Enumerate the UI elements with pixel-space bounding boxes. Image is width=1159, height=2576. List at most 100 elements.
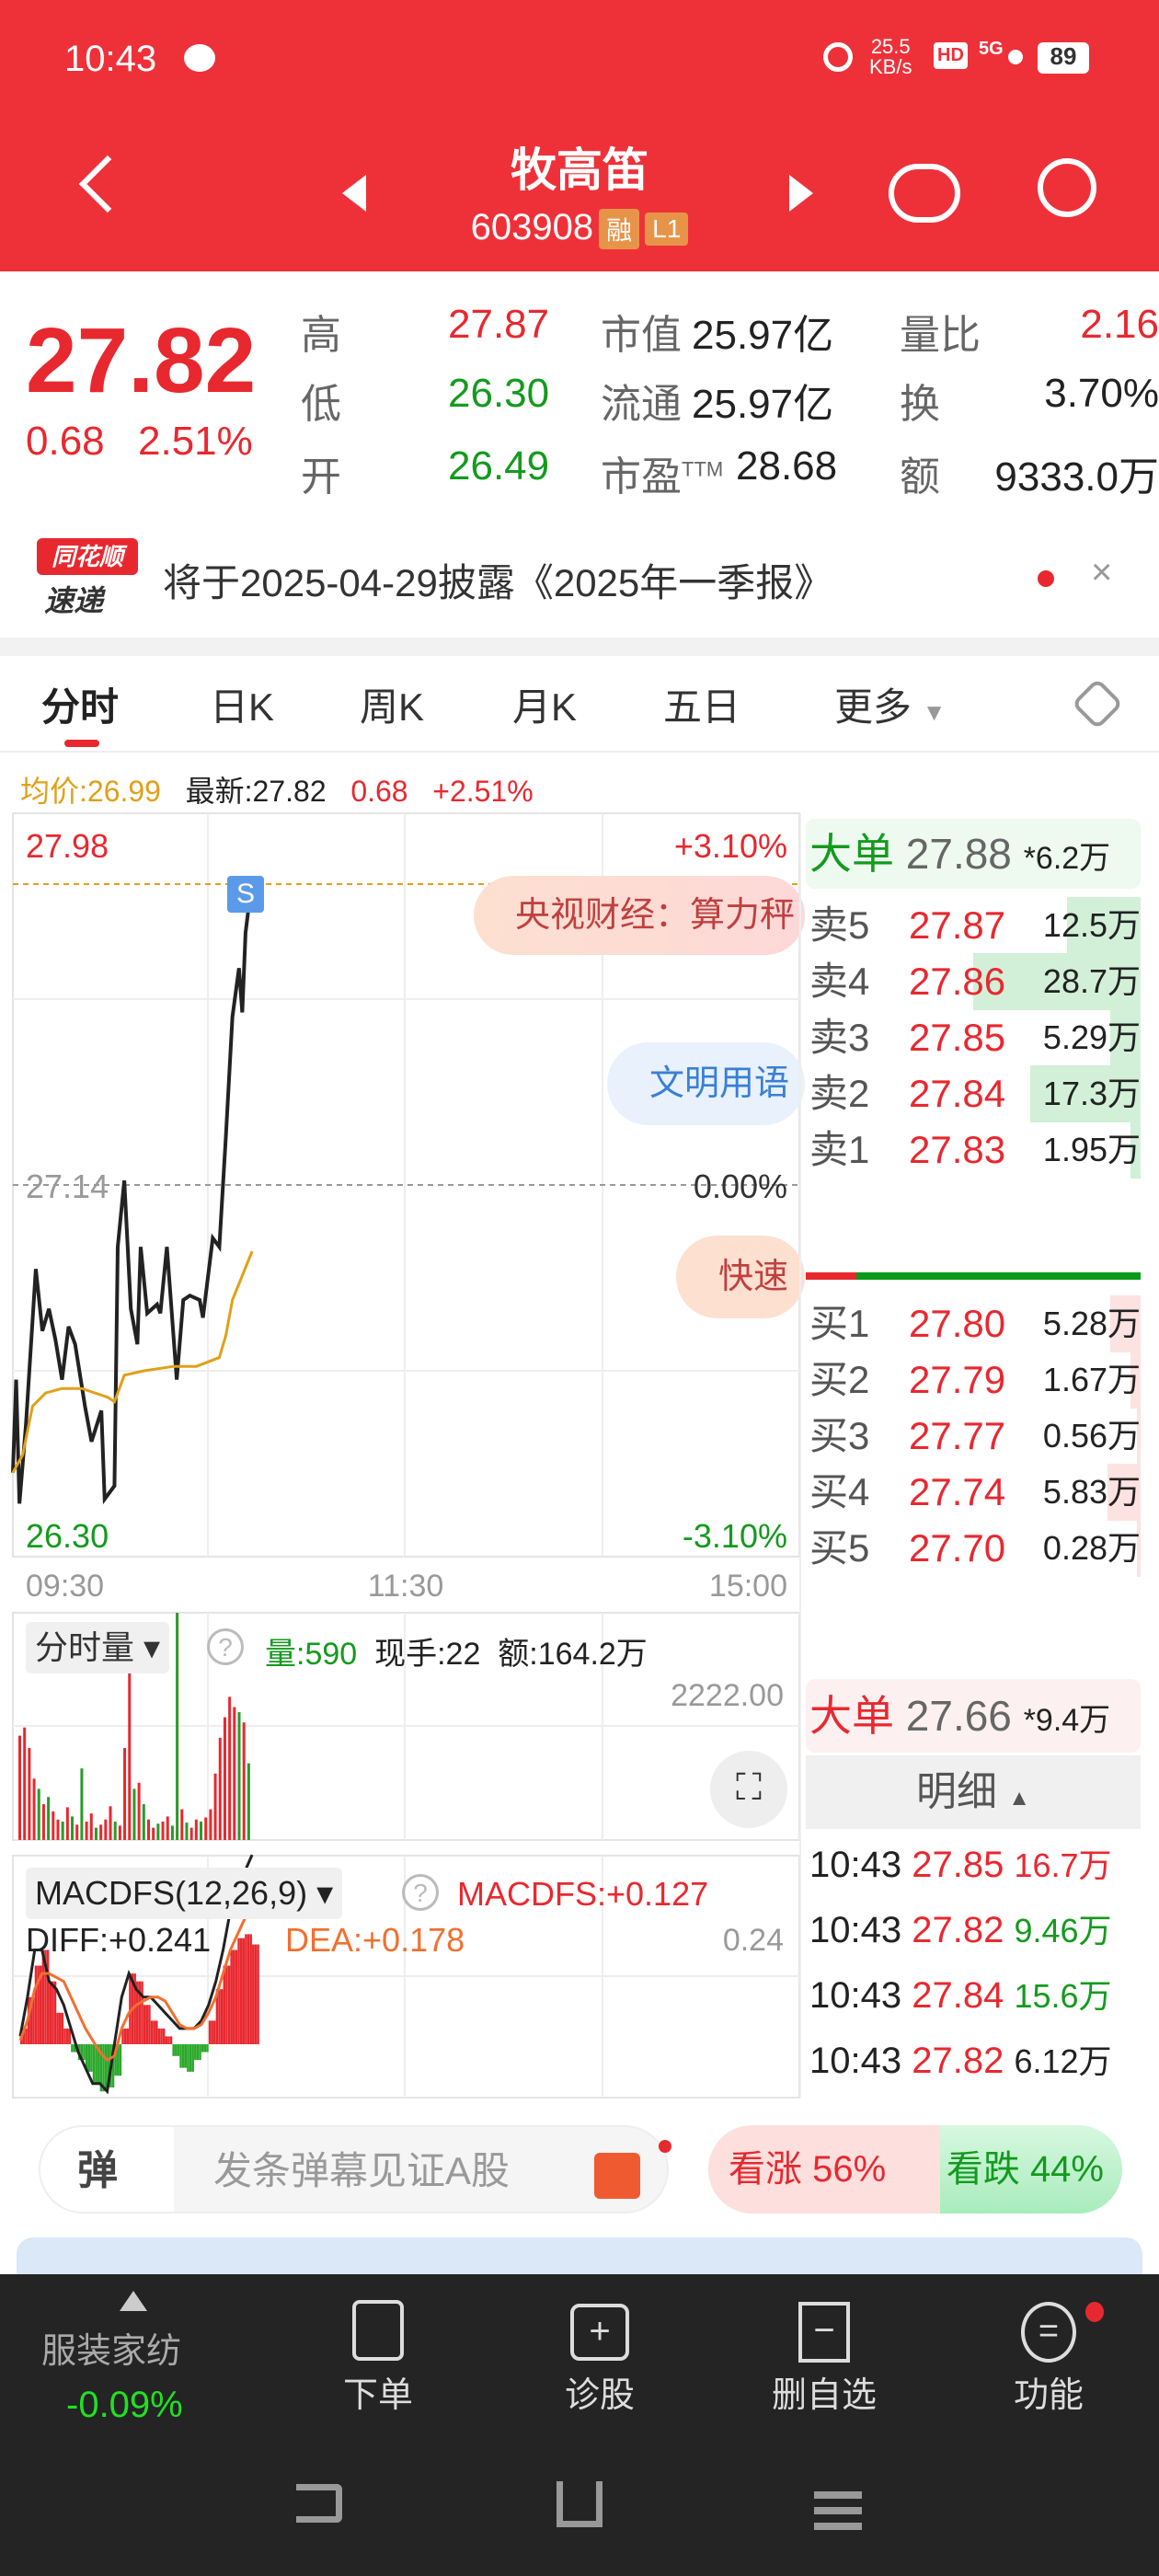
tab-1[interactable]: 日K	[210, 685, 275, 729]
unread-dot-icon	[1038, 570, 1054, 587]
prev-stock-icon[interactable]	[342, 175, 366, 212]
dea-line	[18, 1903, 254, 2062]
robot-icon[interactable]	[889, 164, 960, 223]
trade-detail-row: 10:43 27.82 9.46万	[809, 1910, 1112, 1950]
gift-icon[interactable]	[594, 2153, 640, 2199]
bid-row[interactable]: 买2 27.79 1.67万	[806, 1351, 1141, 1409]
system-home-icon[interactable]	[557, 2481, 602, 2527]
volume-bar	[89, 1813, 93, 1840]
macd-histogram-bar	[123, 2028, 127, 2044]
volume-bar	[189, 1827, 193, 1840]
volume-bar	[85, 1821, 88, 1840]
signal-icon: 5G	[979, 39, 1004, 59]
nav-order[interactable]: 下单	[342, 2376, 413, 2415]
sector-name[interactable]: 服装家纺	[41, 2332, 182, 2371]
fullscreen-icon[interactable]: ⛶	[710, 1751, 787, 1828]
macd-histogram-bar	[181, 2044, 185, 2068]
expand-icon[interactable]	[120, 2291, 147, 2311]
vote-down-button[interactable]: 看跌 44%	[946, 2149, 1104, 2190]
big-buy-order[interactable]: 大单 27.66 *9.4万	[806, 1679, 1141, 1753]
macd-histogram-bar	[80, 2044, 84, 2061]
close-icon[interactable]: ×	[1091, 552, 1113, 592]
quick-bubble[interactable]: 快速	[676, 1236, 805, 1318]
nav-remove-watchlist[interactable]: 删自选	[771, 2376, 877, 2415]
volume-bar	[156, 1823, 160, 1840]
order-icon[interactable]	[352, 2300, 404, 2361]
macd-histogram-bar	[145, 2005, 149, 2044]
tab-3[interactable]: 月K	[512, 685, 578, 729]
ask-row[interactable]: 卖3 27.85 5.29万	[806, 1009, 1141, 1066]
macd-selector[interactable]: MACDFS(12,26,9) ▾	[26, 1868, 343, 1919]
x-tick-label: 09:30	[26, 1569, 104, 1604]
volume-selector[interactable]: 分时量 ▾	[26, 1622, 170, 1673]
macd-histogram-bar	[126, 2028, 130, 2044]
volume-bar	[194, 1819, 198, 1840]
y-tick-label: 27.98	[26, 827, 109, 865]
macd-histogram-bar	[52, 1981, 54, 2044]
sentiment-vote[interactable]: 看涨 56% 看跌 44%	[708, 2125, 1122, 2214]
next-stock-icon[interactable]	[789, 175, 813, 212]
danmu-input[interactable]: 弹 发条弹幕见证A股	[39, 2125, 669, 2214]
depth-bar	[1130, 1121, 1141, 1179]
volume-bar	[80, 1768, 84, 1840]
ths-logo: 同花顺	[37, 538, 138, 575]
stock-code-row: 603908 融 L1	[396, 207, 763, 250]
tab-4[interactable]: 五日	[663, 685, 741, 729]
macd-histogram-bar	[191, 2044, 194, 2072]
macd-histogram-bar	[215, 1989, 219, 2044]
depth-bar	[1110, 1295, 1141, 1352]
civility-bubble[interactable]: 文明用语	[607, 1042, 805, 1125]
trade-detail-row: 10:43 27.82 6.12万	[809, 2041, 1112, 2081]
macd-histogram-bar	[102, 2044, 105, 2092]
nav-function[interactable]: 功能	[1013, 2376, 1084, 2415]
bid-row[interactable]: 买3 27.77 0.56万	[806, 1408, 1141, 1465]
search-icon[interactable]	[1038, 158, 1096, 217]
macd-histogram-bar	[44, 1949, 47, 2044]
remove-watchlist-icon[interactable]: −	[798, 2302, 850, 2363]
notification-dot	[1085, 2302, 1104, 2322]
macd-histogram-bar	[208, 2020, 212, 2044]
quote-value: 3.70%	[1044, 371, 1159, 416]
macd-histogram-bar	[148, 2005, 151, 2044]
signal-marker[interactable]: S	[227, 876, 264, 913]
nav-diagnose[interactable]: 诊股	[564, 2376, 635, 2415]
volume-bar	[137, 1782, 141, 1840]
settings-icon[interactable]	[1071, 677, 1124, 730]
macd-histogram-bar	[107, 2044, 110, 2087]
macd-histogram-bar	[179, 2044, 182, 2068]
quote-label: 低	[301, 382, 341, 427]
diagnose-icon[interactable]: +	[570, 2304, 629, 2361]
bid-row[interactable]: 买4 27.74 5.83万	[806, 1464, 1141, 1521]
macd-histogram-bar	[162, 2028, 166, 2044]
macd-histogram-bar	[218, 1989, 221, 2044]
system-menu-icon[interactable]	[814, 2491, 862, 2530]
ask-row[interactable]: 卖5 27.87 12.5万	[806, 897, 1141, 954]
macd-histogram-bar	[233, 1949, 235, 2044]
ask-row[interactable]: 卖2 27.84 17.3万	[806, 1065, 1141, 1122]
ask-row[interactable]: 卖1 27.83 1.95万	[806, 1121, 1141, 1179]
vote-up-button[interactable]: 看涨 56%	[708, 2125, 940, 2214]
tab-0[interactable]: 分时	[41, 685, 120, 729]
help-icon[interactable]: ?	[207, 1628, 244, 1665]
bid-row[interactable]: 买1 27.80 5.28万	[806, 1295, 1141, 1352]
quote-value: 26.49	[448, 443, 550, 489]
bottom-nav: 服装家纺 -0.09% 下单 + 诊股 − 删自选 = 功能	[0, 2274, 1159, 2576]
volume-info: 量:590 现手:22 额:164.2万	[265, 1628, 648, 1673]
detail-toggle[interactable]: 明细 ▲	[806, 1755, 1141, 1829]
function-icon[interactable]: =	[1021, 2302, 1076, 2363]
big-sell-order[interactable]: 大单 27.88 *6.2万	[806, 819, 1141, 889]
tab-2[interactable]: 周K	[360, 685, 425, 729]
macd-histogram-bar	[90, 2044, 93, 2072]
macd-histogram-bar	[34, 1965, 38, 2044]
notice-text[interactable]: 将于2025-04-29披露《2025年一季报》	[163, 561, 833, 604]
news-bubble[interactable]: 央视财经：算力秤	[474, 876, 805, 955]
volume-bar	[104, 1819, 108, 1840]
help-icon[interactable]: ?	[402, 1874, 439, 1911]
macd-histogram-bar	[211, 2020, 213, 2044]
system-back-icon[interactable]	[296, 2484, 342, 2523]
tab-5[interactable]: 更多 ▼	[834, 685, 947, 729]
macd-histogram-bar	[157, 2028, 161, 2044]
ask-row[interactable]: 卖4 27.86 28.7万	[806, 953, 1141, 1010]
bid-row[interactable]: 买5 27.70 0.28万	[806, 1520, 1141, 1577]
macd-histogram-bar	[37, 1965, 40, 2044]
